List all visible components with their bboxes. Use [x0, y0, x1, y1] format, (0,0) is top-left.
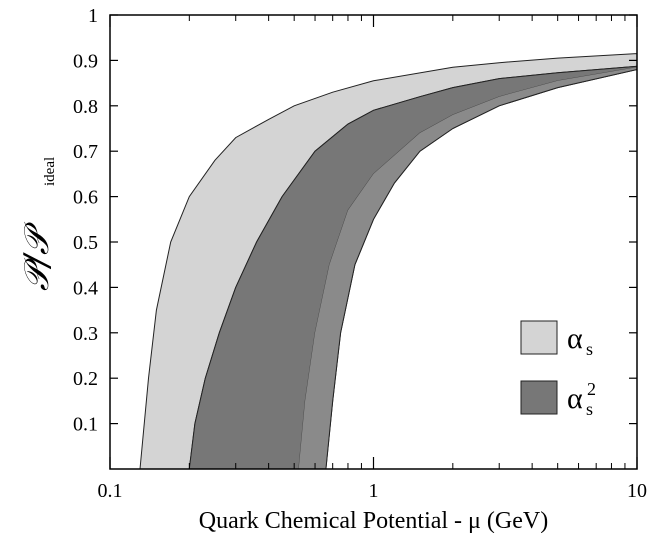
legend-label-sub-alpha_s: s — [586, 339, 593, 359]
legend-swatch-alpha_s_squared — [520, 380, 558, 415]
y-tick-label: 0.7 — [73, 141, 98, 163]
x-tick-label: 10 — [627, 480, 647, 502]
y-tick-label: 0.1 — [73, 414, 98, 436]
x-axis-title: Quark Chemical Potential - μ (GeV) — [199, 508, 548, 533]
y-axis-title-sub: ideal — [42, 157, 58, 186]
y-tick-label: 0.6 — [73, 187, 98, 209]
y-tick-label: 1 — [88, 5, 98, 27]
legend: α sα s2 — [520, 320, 596, 419]
ticks — [109, 14, 638, 469]
y-tick-label: 0.4 — [73, 277, 98, 299]
tick-labels: 0.1 0.2 0.3 0.4 0.5 0.6 0.7 0.8 0.9 1 0.1 1 10 — [73, 5, 647, 502]
legend-label-alpha_s: α — [567, 322, 583, 355]
band-alpha-s-squared-lower-edge — [325, 69, 638, 470]
legend-label-alpha_s_squared: α — [567, 382, 583, 415]
band-alpha-s-squared-upper-region — [298, 67, 637, 469]
legend-label-sup-alpha_s_squared: 2 — [587, 379, 596, 399]
x-tick-label: 0.1 — [98, 480, 123, 502]
y-tick-label: 0.8 — [73, 96, 98, 118]
x-tick-label: 1 — [369, 480, 379, 502]
y-axis-title-main: 𝒫/𝒫 — [17, 221, 57, 291]
legend-swatch-alpha_s — [520, 320, 558, 355]
legend-label-sub-alpha_s_squared: s — [586, 399, 593, 419]
bands — [139, 53, 638, 470]
y-tick-label: 0.2 — [73, 368, 98, 390]
y-tick-label: 0.9 — [73, 50, 98, 72]
y-tick-label: 0.5 — [73, 232, 98, 254]
y-axis-title: 𝒫/𝒫 ideal — [17, 157, 58, 291]
y-tick-label: 0.3 — [73, 323, 98, 345]
